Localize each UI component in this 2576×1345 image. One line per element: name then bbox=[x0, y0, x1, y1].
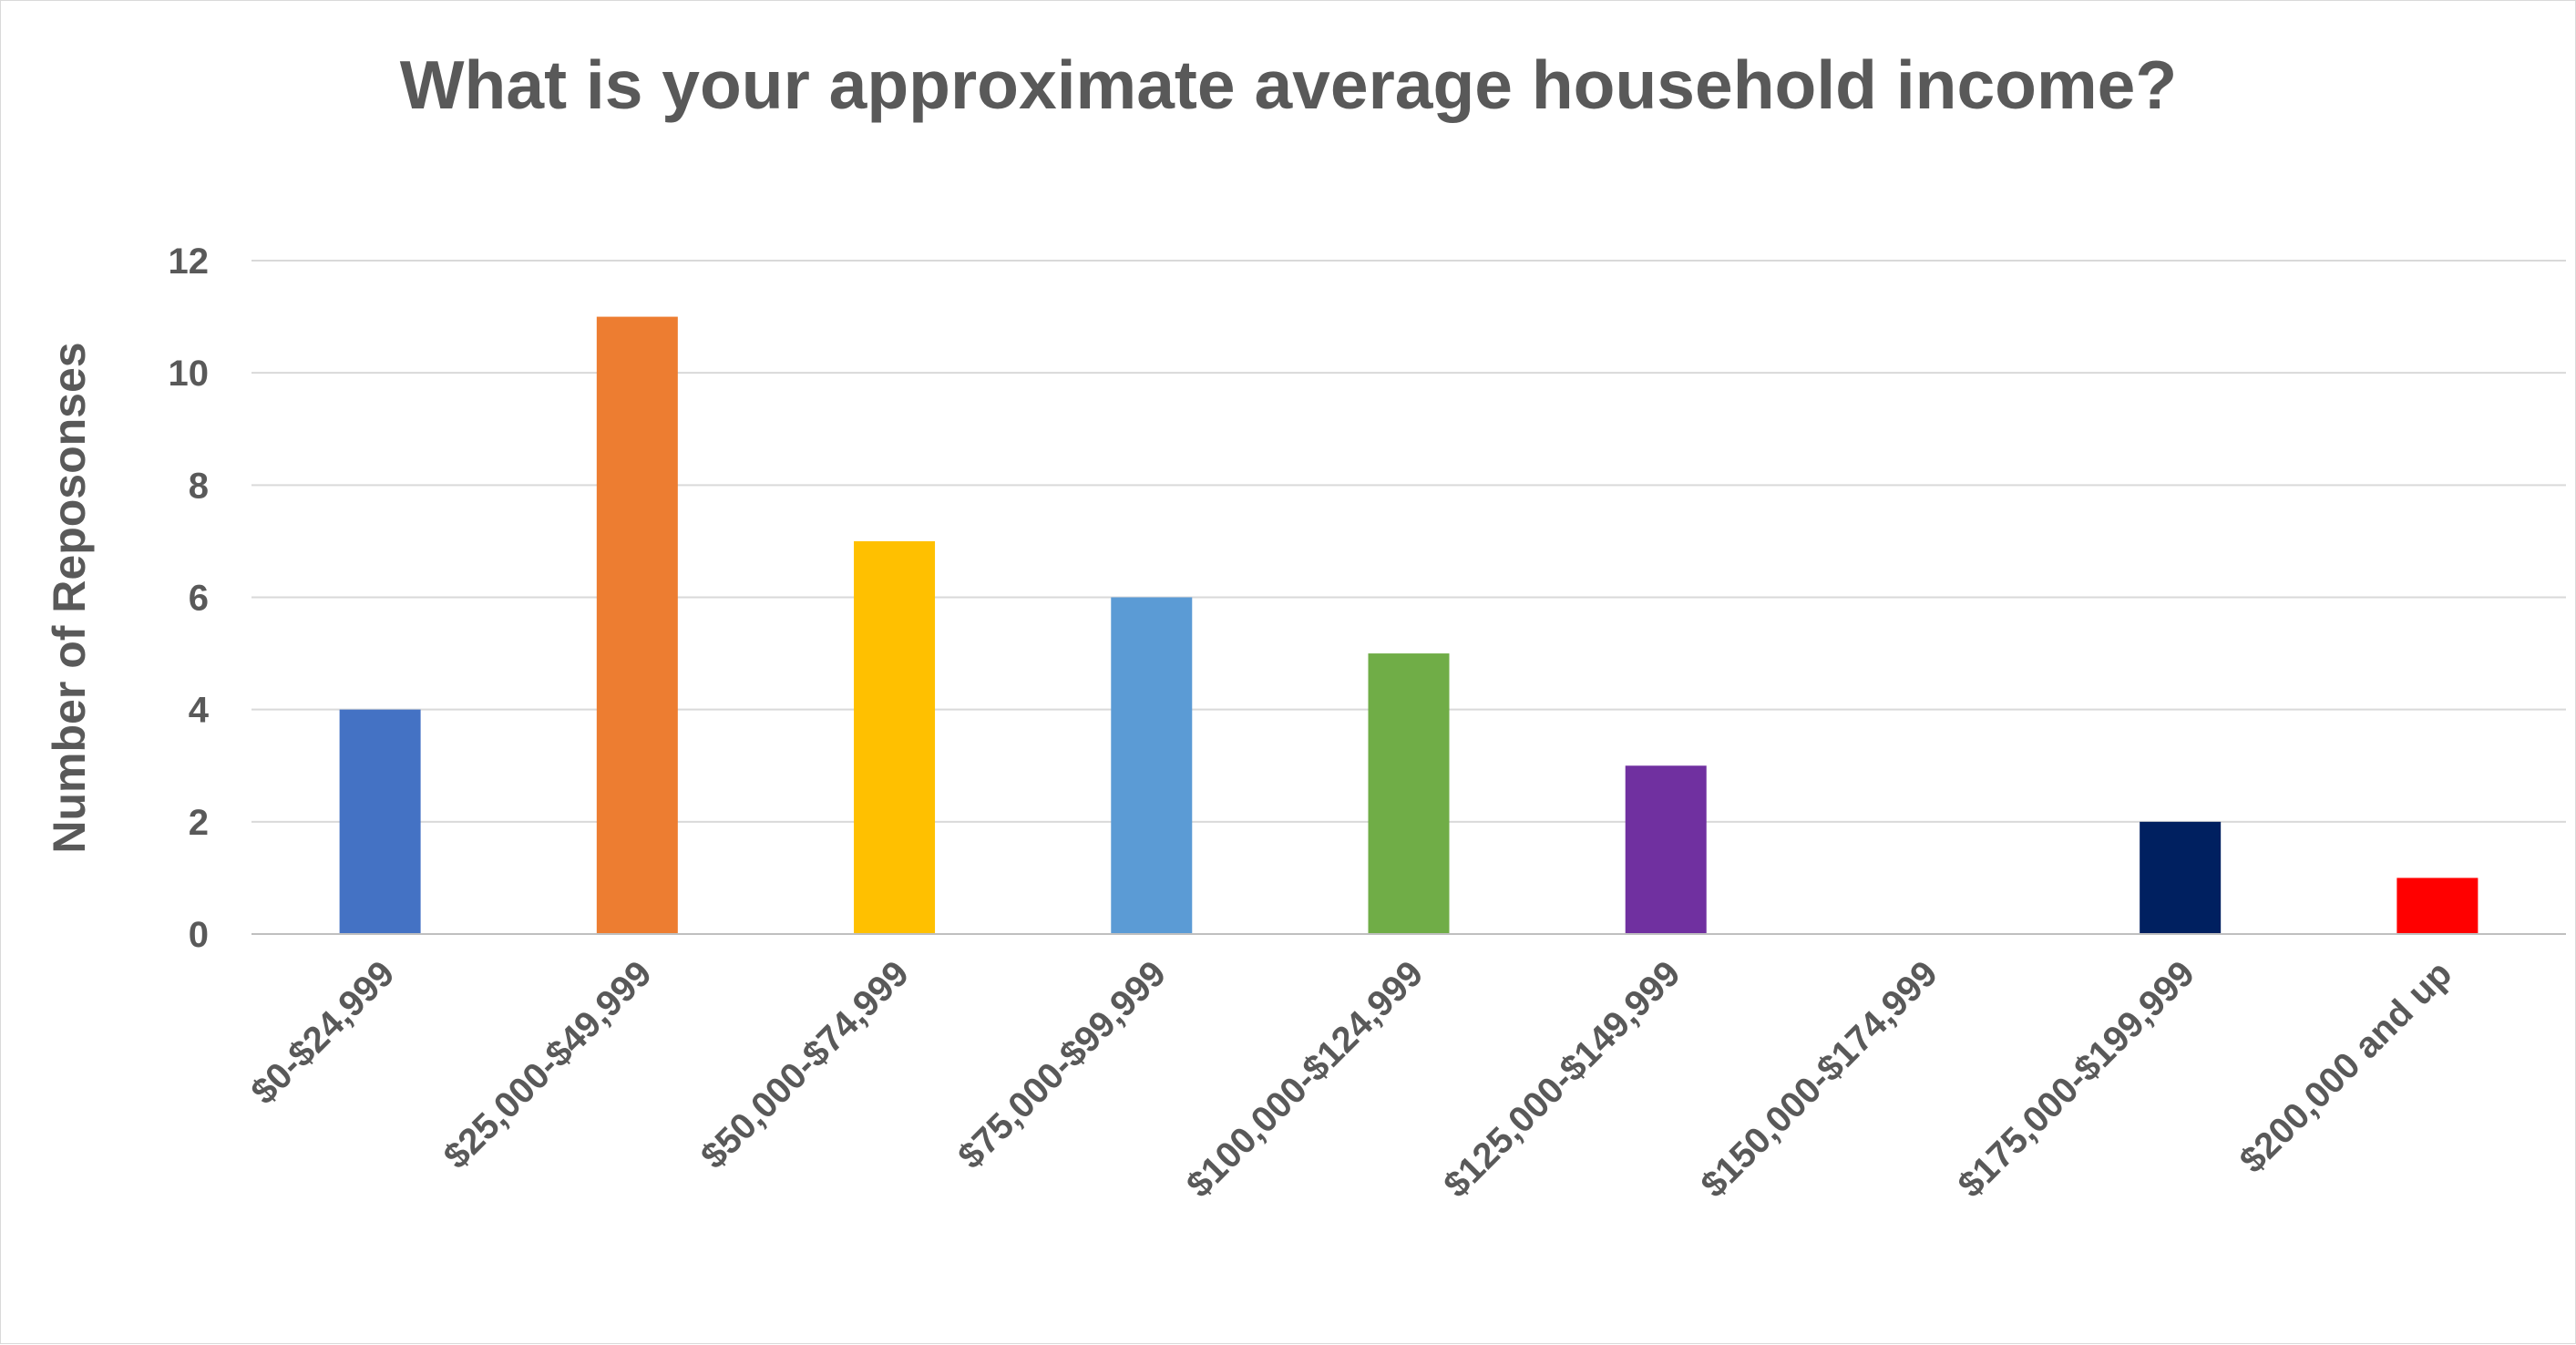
x-tick-label: $50,000-$74,999 bbox=[693, 953, 917, 1176]
x-tick-label: $0-$24,999 bbox=[243, 953, 402, 1112]
bar bbox=[2396, 878, 2479, 934]
bar bbox=[1368, 653, 1450, 934]
x-tick-label: $175,000-$199,999 bbox=[1951, 953, 2202, 1205]
x-tick-label: $25,000-$49,999 bbox=[436, 953, 660, 1176]
x-tick-label: $75,000-$99,999 bbox=[950, 953, 1174, 1176]
x-axis-ticks: $0-$24,999 $25,000-$49,999 $50,000-$74,999… bbox=[243, 953, 2459, 1205]
bars bbox=[339, 316, 2479, 934]
x-tick-label: $125,000-$149,999 bbox=[1436, 953, 1688, 1205]
y-axis-ticks: 0 2 4 6 8 10 12 bbox=[169, 241, 210, 955]
bar bbox=[2140, 821, 2222, 934]
y-tick-label: 0 bbox=[189, 915, 209, 955]
y-tick-label: 10 bbox=[169, 354, 210, 394]
y-tick-label: 6 bbox=[189, 579, 209, 619]
bar bbox=[854, 540, 936, 934]
y-axis-label: Number of Reposonses bbox=[44, 342, 95, 853]
y-tick-label: 4 bbox=[189, 691, 210, 731]
bar bbox=[1111, 597, 1193, 934]
x-tick-label: $100,000-$124,999 bbox=[1179, 953, 1431, 1205]
x-tick-label: $200,000 and up bbox=[2232, 953, 2460, 1181]
y-tick-label: 8 bbox=[189, 466, 209, 506]
bar bbox=[596, 316, 678, 934]
x-tick-label: $150,000-$174,999 bbox=[1693, 953, 1945, 1205]
chart-title: What is your approximate average househo… bbox=[400, 46, 2177, 123]
y-tick-label: 12 bbox=[169, 241, 210, 282]
bar bbox=[339, 709, 421, 934]
bar bbox=[1625, 765, 1707, 934]
y-tick-label: 2 bbox=[189, 803, 209, 843]
